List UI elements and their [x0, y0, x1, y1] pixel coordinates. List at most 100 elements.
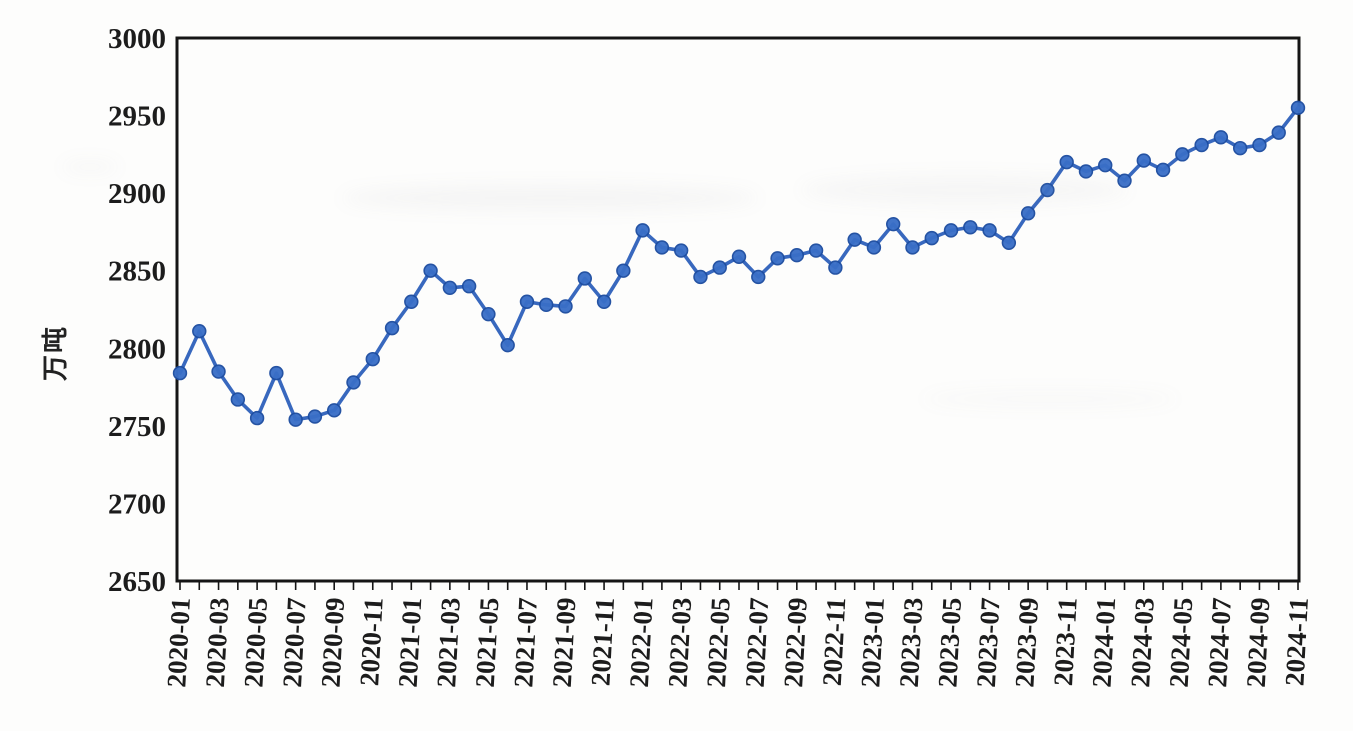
- data-point-marker: [519, 294, 535, 309]
- data-point-marker: [481, 306, 496, 322]
- x-tick-label: 2022-09: [778, 597, 813, 688]
- x-tick-label: 2023-05: [932, 597, 967, 688]
- data-point-marker: [693, 269, 708, 285]
- x-tick-label: 2020-05: [238, 597, 273, 688]
- data-point-marker: [327, 403, 342, 418]
- x-tick-label: 2024-07: [1202, 597, 1237, 688]
- data-point-marker: [1232, 140, 1248, 156]
- y-axis-tick-labels: 3000 2950 2900 2850 2800 2750 2700 2650: [108, 23, 166, 598]
- data-series-line: [172, 100, 1306, 427]
- x-axis-tick-labels: 2020-01 2020-03 2020-05 2020-07 2020-09 2020-…: [161, 597, 1314, 688]
- scan-bleedthrough-artifact: [920, 390, 1180, 408]
- x-tick-label: 2022-11: [817, 597, 852, 687]
- x-tick-label: 2022-03: [662, 597, 697, 688]
- x-tick-label: 2024-09: [1241, 597, 1276, 688]
- plot-border: [175, 36, 1301, 583]
- y-tick-label: 3000: [108, 23, 166, 55]
- data-point-marker: [616, 263, 631, 278]
- y-tick-label: 2650: [108, 566, 166, 598]
- plot-frame: [175, 36, 1301, 583]
- data-point-marker: [1117, 173, 1132, 188]
- data-point-marker: [1001, 235, 1017, 250]
- x-tick-label: 2023-09: [1009, 597, 1044, 688]
- data-point-marker: [1213, 130, 1229, 145]
- x-tick-label: 2024-05: [1164, 597, 1199, 688]
- data-point-marker: [269, 365, 284, 381]
- data-point-marker: [365, 351, 380, 367]
- y-tick-label: 2850: [108, 256, 166, 288]
- x-tick-label: 2021-01: [393, 597, 428, 688]
- scan-bleedthrough-artifact: [800, 175, 1130, 205]
- x-tick-label: 2024-03: [1125, 597, 1160, 688]
- x-tick-label: 2020-07: [277, 597, 312, 688]
- y-tick-label: 2750: [108, 411, 166, 443]
- data-point-marker: [596, 294, 612, 309]
- data-point-marker: [751, 269, 766, 285]
- x-tick-label: 2023-07: [971, 597, 1006, 688]
- scan-bleedthrough-artifact: [340, 185, 760, 211]
- data-point-marker: [905, 240, 920, 255]
- x-tick-label: 2022-07: [740, 597, 775, 688]
- data-point-marker: [789, 248, 805, 263]
- data-point-marker: [847, 232, 862, 247]
- data-point-marker: [192, 324, 207, 339]
- x-tick-label: 2021-05: [470, 597, 505, 688]
- x-axis-ticks: [179, 582, 1299, 590]
- data-point-marker: [635, 223, 650, 238]
- data-point-marker: [1175, 147, 1190, 162]
- x-tick-label: 2021-07: [508, 597, 543, 688]
- data-point-marker: [288, 412, 303, 427]
- data-point-marker: [731, 249, 747, 264]
- x-tick-label: 2021-09: [547, 597, 582, 688]
- data-point-marker: [404, 294, 419, 309]
- data-point-marker: [1040, 182, 1055, 198]
- data-point-marker: [211, 364, 226, 379]
- data-point-marker: [500, 337, 515, 353]
- data-point-marker: [673, 243, 689, 258]
- x-tick-label: 2023-01: [855, 597, 890, 688]
- data-point-marker: [577, 271, 592, 286]
- data-point-marker: [886, 216, 901, 232]
- data-point-marker: [963, 220, 978, 235]
- data-point-marker: [712, 260, 727, 275]
- data-point-marker: [808, 243, 824, 258]
- x-tick-label: 2021-03: [431, 597, 466, 688]
- y-tick-label: 2950: [108, 101, 166, 133]
- data-point-marker: [828, 260, 843, 275]
- x-tick-label: 2022-05: [701, 597, 736, 688]
- data-point-marker: [346, 375, 361, 390]
- x-tick-label: 2022-01: [624, 597, 659, 688]
- data-point-marker: [770, 251, 785, 266]
- data-point-marker: [307, 409, 323, 424]
- data-point-marker: [1155, 162, 1171, 178]
- data-point-marker: [1136, 153, 1151, 168]
- x-tick-label: 2024-01: [1087, 597, 1122, 688]
- x-tick-label: 2020-11: [354, 597, 389, 687]
- y-tick-label: 2800: [108, 333, 166, 365]
- data-point-marker: [423, 263, 438, 278]
- data-point-marker: [866, 240, 882, 255]
- x-tick-label: 2024-11: [1279, 597, 1314, 687]
- x-tick-label: 2021-11: [585, 597, 620, 687]
- data-point-marker: [1290, 100, 1306, 116]
- y-tick-label: 2900: [108, 178, 166, 210]
- data-point-marker: [1271, 125, 1286, 140]
- x-tick-label: 2020-01: [161, 597, 196, 688]
- x-tick-label: 2020-03: [200, 597, 235, 688]
- data-point-marker: [924, 230, 939, 246]
- data-point-marker: [1059, 154, 1074, 170]
- data-point-marker: [1098, 158, 1113, 173]
- data-point-marker: [1194, 137, 1209, 153]
- data-point-marker: [442, 280, 458, 295]
- data-point-marker: [384, 320, 400, 336]
- x-tick-label: 2023-03: [894, 597, 929, 688]
- data-point-marker: [230, 392, 246, 407]
- data-point-marker: [558, 299, 573, 314]
- x-tick-label: 2020-09: [316, 597, 351, 688]
- data-point-marker: [539, 297, 554, 313]
- y-tick-label: 2700: [108, 488, 166, 520]
- data-point-marker: [982, 223, 997, 238]
- data-point-marker: [172, 365, 188, 381]
